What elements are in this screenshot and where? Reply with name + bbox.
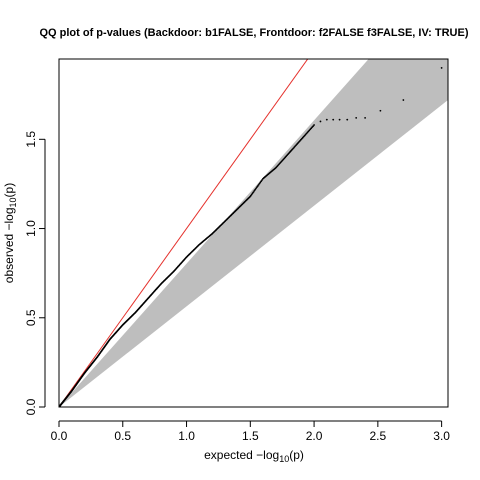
confidence-band xyxy=(59,59,448,407)
x-axis: 0.0 0.5 1.0 1.5 2.0 2.5 3.0 xyxy=(51,420,450,443)
x-axis-label: expected −log10(p) xyxy=(204,448,304,464)
qq-point xyxy=(402,99,405,101)
x-tick-label: 2.5 xyxy=(370,429,387,443)
x-tick-label: 1.0 xyxy=(178,429,195,443)
qq-point xyxy=(332,118,335,121)
reference-line xyxy=(59,59,309,407)
y-axis-label: observed −log10(p) xyxy=(2,183,18,283)
x-tick-label: 0.5 xyxy=(114,429,131,443)
x-tick-label: 0.0 xyxy=(51,429,68,443)
points-layer xyxy=(59,67,443,407)
qq-point xyxy=(364,116,366,119)
y-tick-label: 1.0 xyxy=(24,220,38,237)
x-tick-label: 2.0 xyxy=(306,429,323,443)
qq-point xyxy=(440,67,443,69)
x-tick-label: 3.0 xyxy=(433,429,450,443)
qq-point xyxy=(313,124,315,126)
qq-point xyxy=(379,109,382,112)
qq-point xyxy=(346,118,349,121)
qq-point xyxy=(325,118,328,121)
y-tick-label: 0.0 xyxy=(24,398,38,415)
qq-point xyxy=(355,116,358,119)
y-tick-label: 0.5 xyxy=(24,309,38,326)
qq-point xyxy=(338,118,341,121)
x-tick-label: 1.5 xyxy=(242,429,259,443)
plot-frame xyxy=(58,58,449,408)
y-tick-label: 1.5 xyxy=(24,131,38,148)
chart-title: QQ plot of p-values (Backdoor: b1FALSE, … xyxy=(39,27,468,39)
y-axis: 0.0 0.5 1.0 1.5 xyxy=(24,131,46,415)
qq-point xyxy=(319,120,322,123)
